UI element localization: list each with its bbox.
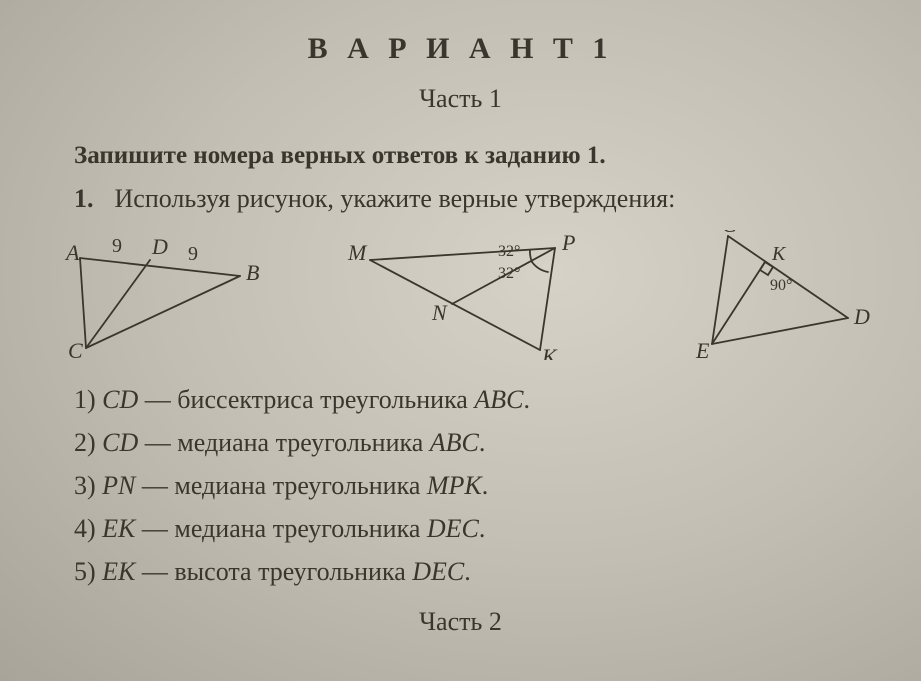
answer-5: 5) EK — высота треугольника DEC. bbox=[74, 551, 881, 594]
answer-rest: — медиана треугольника bbox=[135, 514, 426, 543]
answer-tri: ABC bbox=[474, 385, 523, 414]
subtitle-part1: Часть 1 bbox=[40, 84, 881, 114]
answer-end: . bbox=[479, 428, 486, 457]
label-9a: 9 bbox=[112, 235, 122, 257]
label-B: B bbox=[246, 260, 259, 285]
answer-tri: DEC bbox=[427, 514, 479, 543]
answer-end: . bbox=[479, 514, 486, 543]
triangle-dec: C E D K 90° bbox=[695, 230, 870, 360]
answer-end: . bbox=[482, 471, 489, 500]
question-text: Используя рисунок, укажите верные утверж… bbox=[115, 184, 676, 213]
label-9b: 9 bbox=[188, 243, 198, 265]
label-D2: D bbox=[853, 304, 870, 329]
page: В А Р И А Н Т 1 Часть 1 Запишите номера … bbox=[0, 0, 921, 681]
answer-sym: EK bbox=[102, 557, 135, 586]
answer-sym: CD bbox=[102, 385, 138, 414]
answer-3: 3) PN — медиана треугольника MPK. bbox=[74, 465, 881, 508]
answer-sym: EK bbox=[102, 514, 135, 543]
question-1: 1. Используя рисунок, укажите верные утв… bbox=[74, 184, 881, 214]
answer-4: 4) EK — медиана треугольника DEC. bbox=[74, 508, 881, 551]
answer-num: 2) bbox=[74, 428, 96, 457]
label-32a: 32° bbox=[498, 243, 520, 260]
answer-num: 3) bbox=[74, 471, 96, 500]
answer-num: 4) bbox=[74, 514, 96, 543]
answer-sym: PN bbox=[102, 471, 135, 500]
answer-tri: DEC bbox=[412, 557, 464, 586]
answer-2: 2) CD — медиана треугольника ABC. bbox=[74, 422, 881, 465]
answer-rest: — медиана треугольника bbox=[138, 428, 429, 457]
label-D: D bbox=[151, 234, 168, 259]
label-C2: C bbox=[722, 230, 737, 237]
label-P: P bbox=[561, 230, 575, 255]
label-A: A bbox=[64, 240, 80, 265]
label-M: M bbox=[347, 240, 368, 265]
label-E: E bbox=[695, 338, 710, 360]
label-N: N bbox=[431, 300, 448, 325]
triangle-mpk: M P K N 32° 32° bbox=[347, 230, 575, 360]
answer-num: 1) bbox=[74, 385, 96, 414]
answer-1: 1) CD — биссектриса треугольника ABC. bbox=[74, 379, 881, 422]
label-K: K bbox=[541, 344, 558, 360]
answer-sym: CD bbox=[102, 428, 138, 457]
answer-num: 5) bbox=[74, 557, 96, 586]
figures-svg: A D B C 9 9 M P K N 32° 32° bbox=[50, 230, 890, 360]
label-C: C bbox=[68, 338, 83, 360]
question-number: 1. bbox=[74, 184, 108, 214]
answer-rest: — медиана треугольника bbox=[135, 471, 426, 500]
instruction: Запишите номера верных ответов к заданию… bbox=[74, 142, 881, 170]
answer-end: . bbox=[523, 385, 530, 414]
answer-tri: ABC bbox=[430, 428, 479, 457]
label-90: 90° bbox=[770, 277, 792, 294]
label-K2: K bbox=[771, 243, 787, 265]
answers-list: 1) CD — биссектриса треугольника ABC. 2)… bbox=[74, 379, 881, 593]
answer-rest: — биссектриса треугольника bbox=[138, 385, 474, 414]
triangle-abc: A D B C 9 9 bbox=[64, 234, 259, 360]
answer-tri: MPK bbox=[427, 471, 482, 500]
figures-row: A D B C 9 9 M P K N 32° 32° bbox=[50, 230, 881, 365]
title-main: В А Р И А Н Т 1 bbox=[40, 32, 881, 66]
subtitle-part2: Часть 2 bbox=[40, 607, 881, 637]
answer-rest: — высота треугольника bbox=[135, 557, 412, 586]
label-32b: 32° bbox=[498, 265, 520, 282]
answer-end: . bbox=[464, 557, 471, 586]
